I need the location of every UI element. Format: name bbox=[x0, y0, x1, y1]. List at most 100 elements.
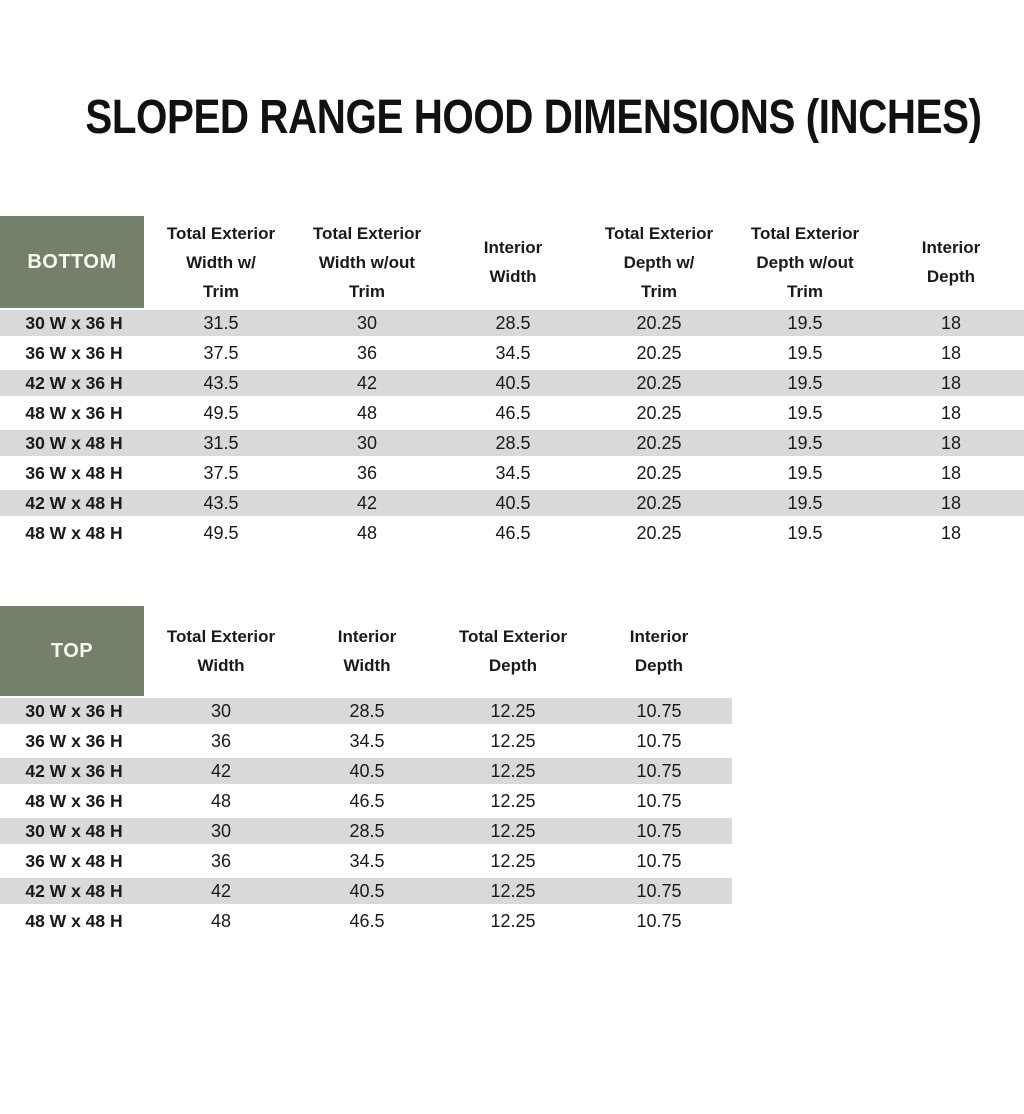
row-label: 30 W x 36 H bbox=[25, 312, 123, 333]
value-cell: 36 bbox=[210, 730, 232, 751]
value-cell: 18 bbox=[940, 492, 962, 513]
value-cell: 34.5 bbox=[495, 462, 531, 483]
table-row: 48 W x 36 H 49.5 48 46.5 20.25 19.5 18 bbox=[0, 398, 1024, 428]
bottom-dimensions-table: BOTTOM Total Exterior Width w/ Trim Total… bbox=[0, 216, 1024, 548]
value-cell: 36 bbox=[210, 850, 232, 871]
page-header: SLOPED RANGE HOOD DIMENSIONS (INCHES) bbox=[0, 90, 1024, 144]
value-cell: 30 bbox=[210, 820, 232, 841]
row-label: 48 W x 48 H bbox=[25, 522, 123, 543]
value-cell: 46.5 bbox=[349, 910, 385, 931]
value-cell: 20.25 bbox=[636, 372, 682, 393]
row-label: 42 W x 36 H bbox=[25, 372, 123, 393]
value-cell: 42 bbox=[356, 492, 378, 513]
row-label: 42 W x 36 H bbox=[25, 760, 123, 781]
value-cell: 12.25 bbox=[490, 790, 536, 811]
column-header: Total Exterior Width w/ Trim bbox=[166, 223, 276, 301]
table-row: 30 W x 36 H 30 28.5 12.25 10.75 bbox=[0, 696, 732, 726]
value-cell: 18 bbox=[940, 462, 962, 483]
value-cell: 18 bbox=[940, 342, 962, 363]
value-cell: 40.5 bbox=[349, 880, 385, 901]
value-cell: 43.5 bbox=[203, 492, 239, 513]
row-label: 36 W x 36 H bbox=[25, 730, 123, 751]
value-cell: 49.5 bbox=[203, 402, 239, 423]
value-cell: 19.5 bbox=[787, 522, 823, 543]
value-cell: 12.25 bbox=[490, 880, 536, 901]
row-label: 30 W x 48 H bbox=[25, 432, 123, 453]
value-cell: 20.25 bbox=[636, 342, 682, 363]
top-table-header-row: TOP Total Exterior Width Interior Width To… bbox=[0, 606, 732, 696]
row-label: 48 W x 48 H bbox=[25, 910, 123, 931]
value-cell: 12.25 bbox=[490, 760, 536, 781]
value-cell: 36 bbox=[356, 462, 378, 483]
value-cell: 12.25 bbox=[490, 910, 536, 931]
value-cell: 37.5 bbox=[203, 342, 239, 363]
row-label: 30 W x 36 H bbox=[25, 700, 123, 721]
column-header: Total Exterior Width bbox=[166, 627, 276, 675]
value-cell: 19.5 bbox=[787, 372, 823, 393]
row-label: 36 W x 48 H bbox=[25, 850, 123, 871]
bottom-table-body: 30 W x 36 H 31.5 30 28.5 20.25 19.5 18 36 W x 3… bbox=[0, 308, 1024, 548]
column-header: Total Exterior Depth w/out Trim bbox=[750, 223, 860, 301]
table-row: 30 W x 48 H 31.5 30 28.5 20.25 19.5 18 bbox=[0, 428, 1024, 458]
value-cell: 31.5 bbox=[203, 312, 239, 333]
value-cell: 36 bbox=[356, 342, 378, 363]
value-cell: 10.75 bbox=[636, 760, 682, 781]
column-header: Interior Depth bbox=[921, 238, 981, 286]
value-cell: 12.25 bbox=[490, 820, 536, 841]
table-row: 42 W x 48 H 43.5 42 40.5 20.25 19.5 18 bbox=[0, 488, 1024, 518]
value-cell: 48 bbox=[210, 790, 232, 811]
value-cell: 34.5 bbox=[349, 850, 385, 871]
top-dimensions-table: TOP Total Exterior Width Interior Width To… bbox=[0, 606, 732, 936]
value-cell: 19.5 bbox=[787, 402, 823, 423]
value-cell: 30 bbox=[210, 700, 232, 721]
column-header: Interior Width bbox=[483, 238, 543, 286]
value-cell: 12.25 bbox=[490, 700, 536, 721]
table-row: 42 W x 48 H 42 40.5 12.25 10.75 bbox=[0, 876, 732, 906]
row-label: 42 W x 48 H bbox=[25, 880, 123, 901]
table-row: 36 W x 36 H 36 34.5 12.25 10.75 bbox=[0, 726, 732, 756]
value-cell: 18 bbox=[940, 432, 962, 453]
value-cell: 20.25 bbox=[636, 402, 682, 423]
value-cell: 48 bbox=[356, 522, 378, 543]
bottom-table-column-headers: Total Exterior Width w/ Trim Total Exteri… bbox=[148, 216, 1024, 308]
value-cell: 18 bbox=[940, 372, 962, 393]
value-cell: 30 bbox=[356, 432, 378, 453]
table-row: 48 W x 36 H 48 46.5 12.25 10.75 bbox=[0, 786, 732, 816]
value-cell: 46.5 bbox=[495, 402, 531, 423]
value-cell: 20.25 bbox=[636, 492, 682, 513]
value-cell: 28.5 bbox=[495, 312, 531, 333]
table-row: 48 W x 48 H 48 46.5 12.25 10.75 bbox=[0, 906, 732, 936]
value-cell: 19.5 bbox=[787, 342, 823, 363]
value-cell: 18 bbox=[940, 312, 962, 333]
row-label: 48 W x 36 H bbox=[25, 790, 123, 811]
table-row: 30 W x 36 H 31.5 30 28.5 20.25 19.5 18 bbox=[0, 308, 1024, 338]
value-cell: 30 bbox=[356, 312, 378, 333]
value-cell: 28.5 bbox=[349, 820, 385, 841]
top-table-body: 30 W x 36 H 30 28.5 12.25 10.75 36 W x 36 H 36… bbox=[0, 696, 732, 936]
table-row: 36 W x 48 H 37.5 36 34.5 20.25 19.5 18 bbox=[0, 458, 1024, 488]
column-header: Interior Width bbox=[337, 627, 397, 675]
value-cell: 40.5 bbox=[349, 760, 385, 781]
value-cell: 19.5 bbox=[787, 462, 823, 483]
value-cell: 20.25 bbox=[636, 312, 682, 333]
value-cell: 31.5 bbox=[203, 432, 239, 453]
value-cell: 20.25 bbox=[636, 522, 682, 543]
table-row: 48 W x 48 H 49.5 48 46.5 20.25 19.5 18 bbox=[0, 518, 1024, 548]
value-cell: 20.25 bbox=[636, 462, 682, 483]
value-cell: 42 bbox=[356, 372, 378, 393]
value-cell: 48 bbox=[356, 402, 378, 423]
value-cell: 12.25 bbox=[490, 850, 536, 871]
bottom-table-header-row: BOTTOM Total Exterior Width w/ Trim Total… bbox=[0, 216, 1024, 308]
value-cell: 46.5 bbox=[349, 790, 385, 811]
value-cell: 19.5 bbox=[787, 492, 823, 513]
value-cell: 28.5 bbox=[349, 700, 385, 721]
value-cell: 10.75 bbox=[636, 700, 682, 721]
row-label: 36 W x 36 H bbox=[25, 342, 123, 363]
value-cell: 10.75 bbox=[636, 850, 682, 871]
table-row: 30 W x 48 H 30 28.5 12.25 10.75 bbox=[0, 816, 732, 846]
table-row: 42 W x 36 H 43.5 42 40.5 20.25 19.5 18 bbox=[0, 368, 1024, 398]
column-header: Total Exterior Depth w/ Trim bbox=[604, 223, 714, 301]
value-cell: 18 bbox=[940, 522, 962, 543]
value-cell: 43.5 bbox=[203, 372, 239, 393]
value-cell: 10.75 bbox=[636, 910, 682, 931]
